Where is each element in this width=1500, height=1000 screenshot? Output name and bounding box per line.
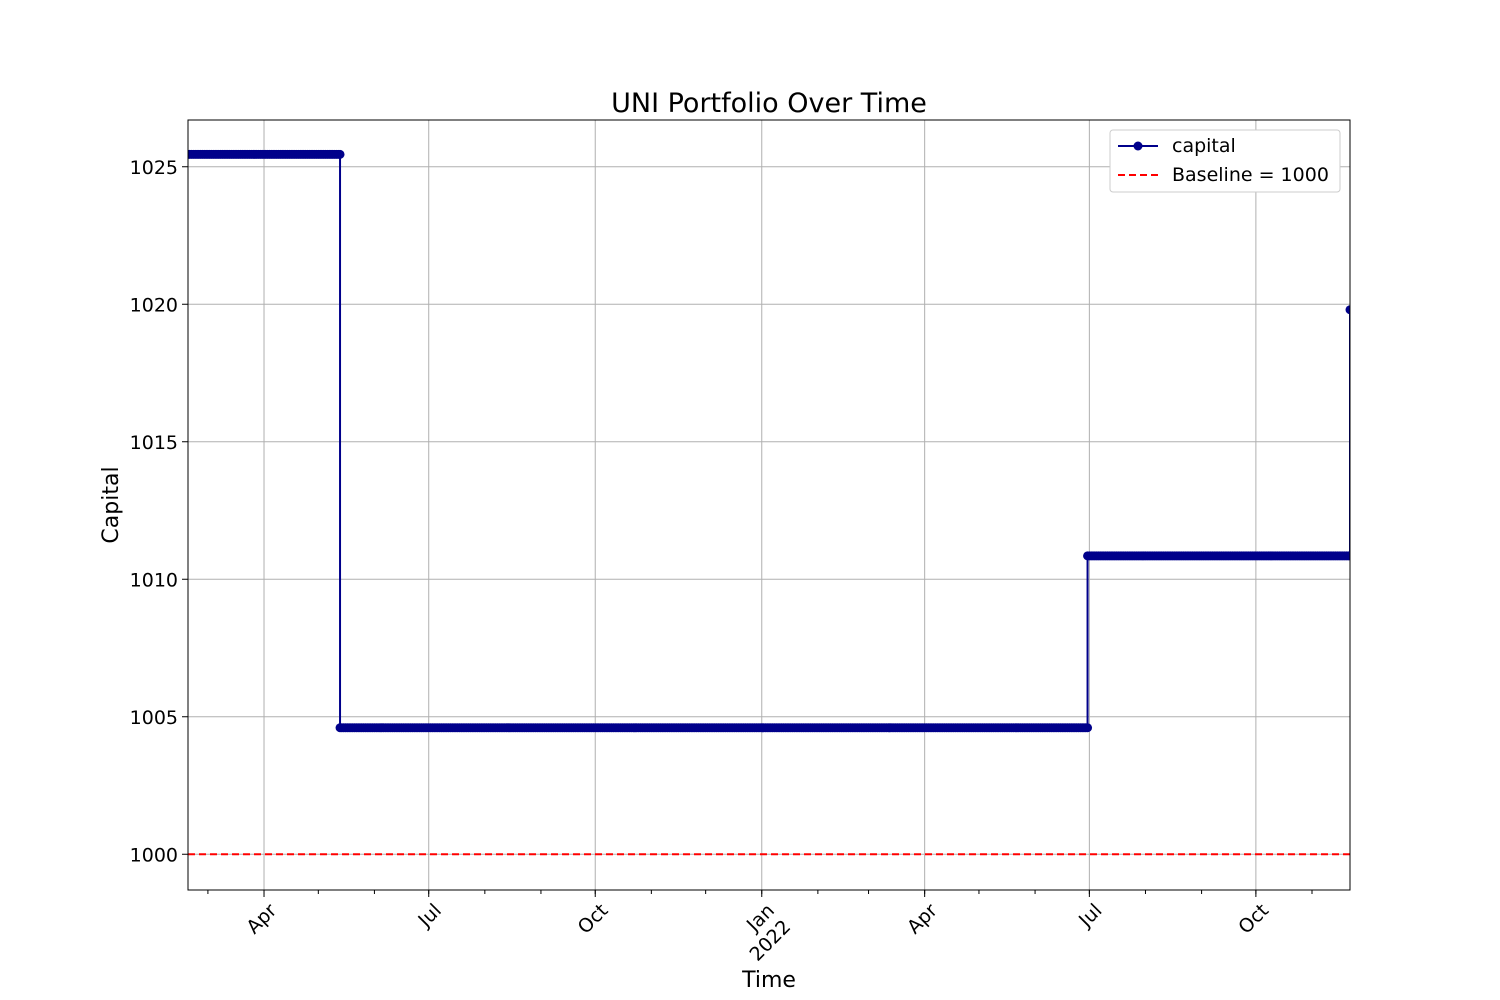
capital-point: [1345, 305, 1350, 315]
capital-series: [188, 149, 1350, 733]
gridlines: [188, 120, 1350, 890]
y-axis-title: Capital: [99, 466, 124, 543]
y-tick-label: 1010: [130, 569, 178, 591]
plot-series: [188, 149, 1350, 856]
legend-capital-marker: [1133, 141, 1143, 151]
capital-point: [1083, 723, 1093, 733]
plot-frame: [187, 119, 1351, 891]
y-tick-label: 1015: [130, 432, 178, 454]
y-tick-label: 1000: [130, 844, 178, 866]
legend-baseline-label: Baseline = 1000: [1172, 164, 1329, 186]
x-axis-title: Time: [741, 968, 796, 993]
legend-box: [1109, 129, 1341, 193]
capital-point: [1345, 551, 1350, 561]
capital-point: [335, 149, 345, 159]
y-tick-label: 1005: [130, 707, 178, 729]
y-tick-label: 1025: [130, 157, 178, 179]
legend-capital-label: capital: [1172, 135, 1236, 157]
chart-title: UNI Portfolio Over Time: [611, 88, 927, 119]
legend: capital Baseline = 1000: [1109, 129, 1341, 193]
y-tick-label: 1020: [130, 294, 178, 316]
